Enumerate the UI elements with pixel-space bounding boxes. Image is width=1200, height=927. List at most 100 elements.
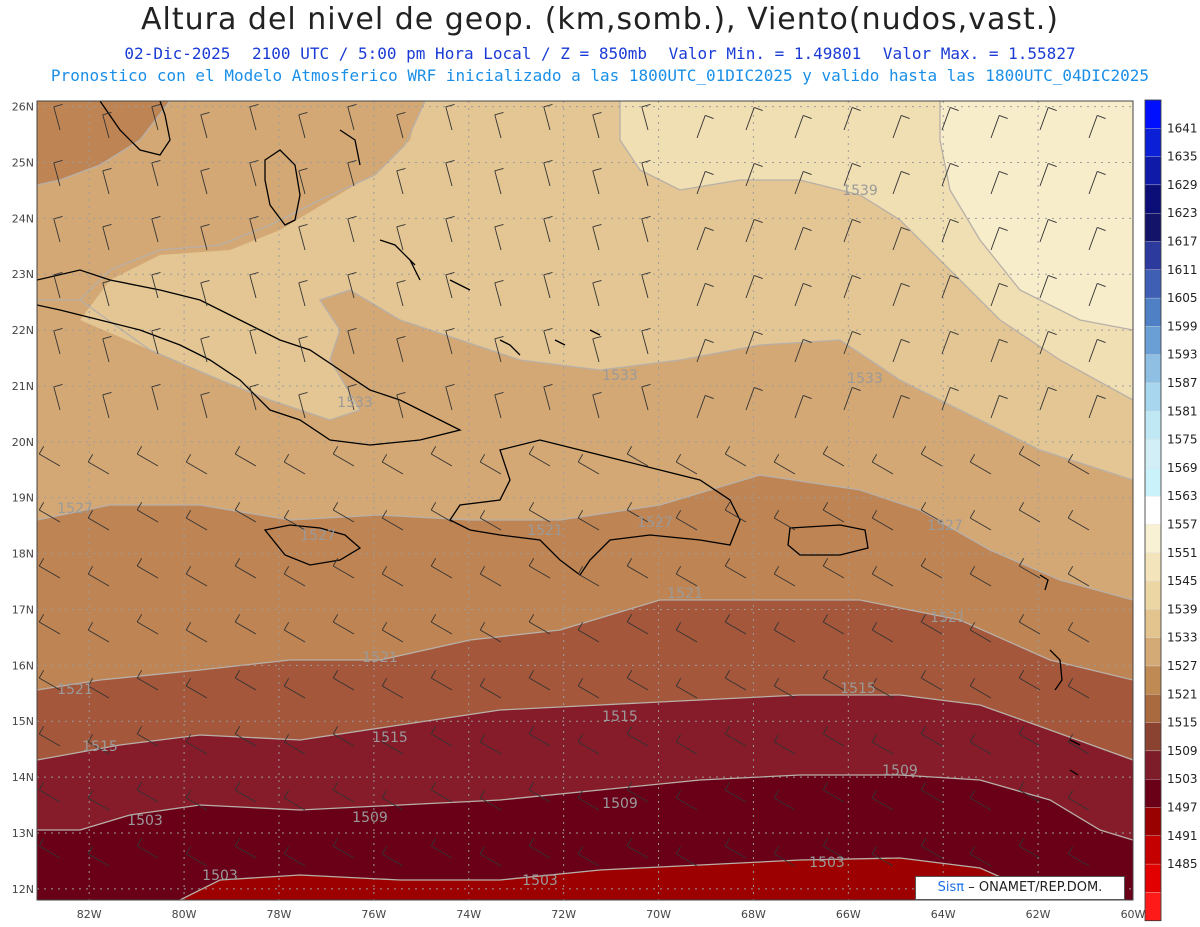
wind-barb [332, 837, 355, 859]
colorbar-label: 1551 [1167, 546, 1198, 560]
colorbar-label: 1503 [1167, 772, 1198, 786]
colorbar-swatch [1144, 354, 1162, 384]
wind-barb [430, 501, 453, 523]
colorbar-swatch [1144, 467, 1162, 497]
wind-barb [969, 565, 992, 587]
colorbar-swatch [1144, 722, 1162, 752]
contour-label: 1527 [927, 518, 963, 534]
wind-barb [892, 227, 910, 251]
wind-barb [1039, 275, 1057, 299]
wind-barb [283, 733, 306, 755]
wind-barb [136, 837, 159, 859]
wind-barb [773, 845, 796, 867]
wind-barb [990, 395, 1008, 419]
colorbar-swatch [1144, 156, 1162, 186]
wind-barb [479, 789, 502, 811]
wind-barb [430, 725, 453, 747]
wind-barb [528, 613, 551, 635]
wind-barb [298, 280, 308, 307]
lat-label: 23N [12, 268, 34, 281]
wind-barb [185, 733, 208, 755]
wind-barb [381, 733, 404, 755]
colorbar-label: 1557 [1167, 518, 1198, 532]
lon-label: 66W [836, 908, 861, 921]
wind-barb [641, 384, 651, 411]
wind-barb [577, 733, 600, 755]
wind-barb [920, 781, 943, 803]
wind-barb [283, 565, 306, 587]
contour-label: 1533 [337, 395, 373, 411]
wind-barb [773, 677, 796, 699]
wind-barb [871, 733, 894, 755]
wind-barb [626, 613, 649, 635]
wind-barb [87, 845, 110, 867]
wind-barb [696, 339, 714, 363]
contour-label: 1539 [842, 183, 878, 199]
wind-barb [675, 509, 698, 531]
wind-barb [200, 168, 210, 195]
lat-label: 25N [12, 156, 34, 169]
lon-label: 72W [551, 908, 576, 921]
colorbar-swatch [1144, 439, 1162, 469]
wind-barb [822, 781, 845, 803]
colorbar-swatch [1144, 213, 1162, 242]
wind-barb [843, 163, 861, 187]
wind-barb [696, 115, 714, 139]
contour-label: 1509 [352, 810, 388, 826]
wind-barb [136, 501, 159, 523]
wind-barb [234, 781, 257, 803]
colorbar-swatch [1144, 694, 1162, 723]
lat-label: 20N [12, 436, 34, 449]
colorbar-swatch [1144, 580, 1162, 610]
colorbar-swatch [1144, 99, 1162, 129]
wind-barb [528, 557, 551, 579]
wind-barb [641, 328, 651, 355]
wind-barb [773, 789, 796, 811]
wind-barb [892, 339, 910, 363]
colorbar-swatch [1144, 297, 1162, 327]
contour-label: 1515 [602, 709, 638, 725]
wind-barb [1067, 845, 1090, 867]
lat-label: 18N [12, 548, 34, 561]
wind-barb [185, 677, 208, 699]
colorbar-label: 1527 [1167, 659, 1198, 673]
band-1497 [180, 858, 1040, 900]
wind-barb [773, 509, 796, 531]
wind-barb [724, 445, 747, 467]
colorbar-label: 1515 [1167, 716, 1198, 730]
contour-label: 1503 [809, 855, 845, 871]
colorbar-frame [1144, 99, 1162, 922]
wind-barbs [38, 104, 1106, 867]
wind-barb [234, 557, 257, 579]
wind-barb [626, 781, 649, 803]
wind-barb [969, 509, 992, 531]
wind-barb [1039, 107, 1057, 131]
wind-barb [332, 781, 355, 803]
wind-barb [528, 725, 551, 747]
contour-1515 [37, 599, 1133, 691]
wind-barb [745, 163, 763, 187]
wind-barb [592, 112, 602, 139]
model-description: Pronostico con el Modelo Atmosferico WRF… [50, 66, 1150, 85]
wind-barb [577, 677, 600, 699]
lon-label: 80W [172, 908, 197, 921]
lat-label: 13N [12, 827, 34, 840]
wind-barb [724, 781, 747, 803]
wind-barb [745, 387, 763, 411]
wind-barb [941, 275, 959, 299]
wind-barb [151, 104, 161, 131]
wind-barb [38, 725, 61, 747]
forecast-time: 2100 UTC / 5:00 pm Hora Local / Z = 850m… [252, 44, 647, 63]
lon-label: 68W [741, 908, 766, 921]
colorbar-swatch [1144, 128, 1162, 157]
contour-1533 [619, 101, 1133, 401]
lon-label: 60W [1121, 908, 1146, 921]
wind-barb [200, 112, 210, 139]
colorbar-label: 1575 [1167, 433, 1198, 447]
wind-barb [185, 565, 208, 587]
wind-barb [151, 328, 161, 355]
colorbar-swatch [1144, 892, 1162, 921]
wind-barb [528, 781, 551, 803]
colorbar-swatch [1144, 184, 1162, 214]
wind-barb [990, 283, 1008, 307]
